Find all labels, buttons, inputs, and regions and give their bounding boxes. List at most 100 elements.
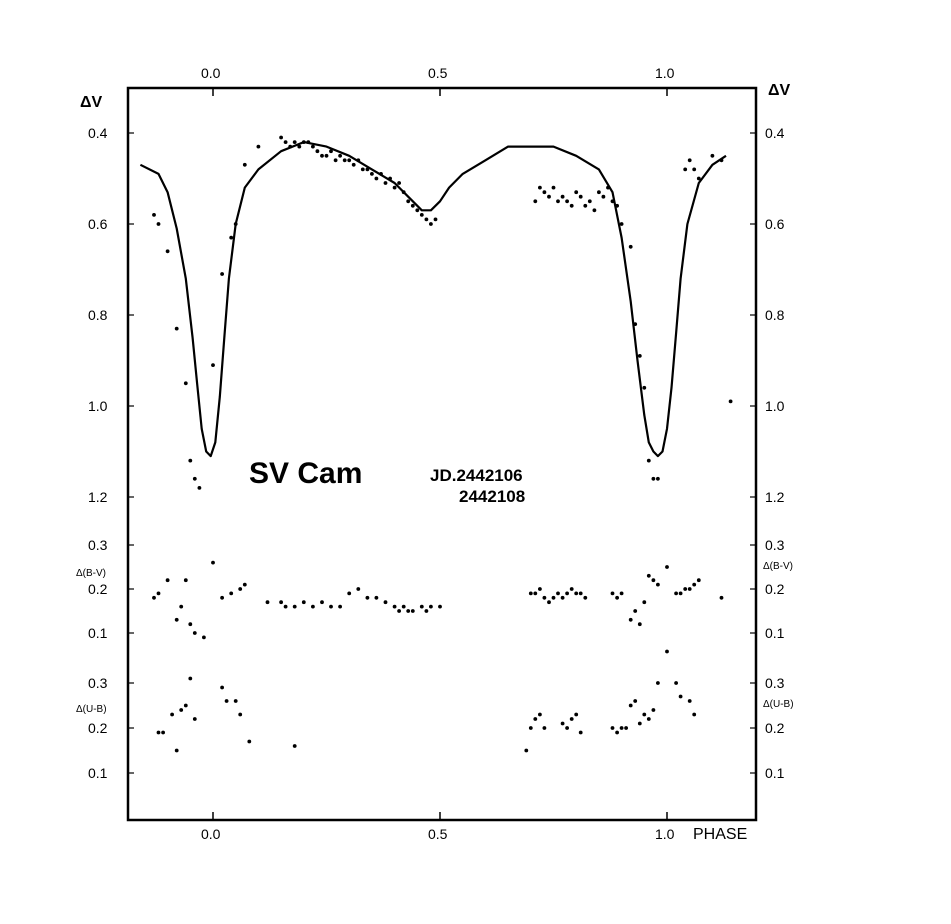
y-axis-label-dv-left: ΔV	[80, 94, 103, 111]
dv-point	[565, 199, 569, 204]
dv-point	[547, 194, 551, 199]
bv-point	[179, 604, 184, 609]
dv-point	[388, 176, 392, 181]
bv-point	[392, 604, 397, 609]
dv-point	[320, 153, 324, 158]
y-tick-label-right: 0.8	[765, 307, 785, 323]
dv-point	[315, 149, 320, 154]
y-tick-label-right: 0.6	[765, 216, 785, 232]
dv-point	[256, 144, 261, 149]
dv-point	[288, 144, 293, 149]
dv-point	[174, 326, 179, 331]
ub-point	[646, 717, 651, 721]
bv-point	[265, 600, 270, 605]
dv-point	[242, 162, 247, 167]
dv-point	[229, 235, 234, 240]
ub-point	[569, 717, 574, 721]
dv-point	[719, 158, 724, 163]
ub-point	[651, 708, 656, 712]
dv-point	[692, 167, 697, 172]
bv-point	[165, 578, 170, 583]
bv-point	[374, 595, 379, 600]
ub-point	[524, 748, 529, 753]
ub-point	[610, 726, 615, 730]
ub-point	[161, 730, 166, 735]
bv-point	[279, 600, 283, 605]
bv-point	[174, 617, 179, 622]
bv-point	[656, 582, 660, 587]
dv-point	[192, 476, 197, 481]
dv-point	[183, 381, 188, 386]
bv-point	[401, 604, 406, 609]
dv-point	[379, 172, 383, 176]
dv-point	[306, 140, 311, 145]
dv-point	[415, 208, 420, 213]
dv-point	[301, 140, 306, 145]
bv-point	[646, 573, 651, 578]
dv-point	[424, 217, 429, 222]
dv-point	[406, 199, 411, 204]
x-tick-label: 0.0	[201, 826, 221, 842]
dv-point	[633, 322, 638, 326]
dv-point	[556, 199, 560, 204]
ub-point	[692, 712, 697, 717]
dv-point	[197, 486, 202, 490]
y-tick-label-left: 0.8	[88, 307, 108, 323]
ub-point	[687, 699, 692, 703]
dv-point	[587, 199, 592, 204]
chart-title: SV Cam	[249, 457, 362, 490]
ub-point	[628, 703, 633, 708]
bv-point	[665, 565, 669, 569]
dv-point	[610, 199, 615, 204]
dv-point	[356, 158, 361, 163]
ub-point	[542, 726, 547, 730]
dv-point	[728, 399, 733, 404]
bv-point	[347, 591, 352, 596]
ub-point	[220, 685, 225, 690]
bv-point	[674, 591, 678, 596]
dv-point	[569, 203, 574, 208]
dv-point	[606, 185, 610, 190]
dv-point	[374, 176, 379, 181]
bv-point	[242, 582, 247, 587]
bv-point	[397, 609, 401, 613]
bv-point	[192, 631, 197, 635]
y-tick-label-left: 0.6	[88, 216, 108, 232]
bv-point	[696, 578, 701, 583]
dv-point	[188, 458, 193, 463]
dv-point	[646, 458, 651, 463]
bv-point	[651, 578, 656, 583]
dv-point	[324, 153, 329, 158]
dv-point	[533, 199, 538, 204]
dv-point	[656, 476, 660, 481]
x-axis-label: PHASE	[693, 826, 747, 843]
bv-point	[683, 587, 688, 591]
dv-point	[165, 249, 170, 254]
bv-point	[356, 587, 361, 591]
y-tick-label-right: 0.3	[765, 675, 785, 691]
ub-point	[578, 730, 583, 735]
ub-point	[188, 676, 193, 681]
bv-point	[560, 595, 565, 600]
bv-point	[183, 578, 188, 583]
dv-point	[392, 185, 397, 190]
ub-point	[174, 748, 179, 753]
bv-point	[365, 595, 370, 600]
ub-point	[615, 730, 619, 735]
bv-point	[583, 595, 588, 600]
bv-point	[678, 591, 683, 596]
dv-point	[401, 190, 406, 195]
bv-point	[615, 595, 619, 600]
dv-point	[279, 135, 283, 140]
top-x-tick-label: 1.0	[655, 65, 675, 81]
ub-point	[665, 649, 669, 654]
bv-point	[311, 604, 315, 609]
y-axis-label-ub-left: Δ(U-B)	[76, 704, 107, 715]
y-tick-label-right: 0.2	[765, 720, 785, 736]
dv-point	[592, 208, 597, 213]
dv-point	[283, 140, 288, 145]
y-tick-label-right: 0.4	[765, 125, 785, 141]
y-tick-label-left: 0.1	[88, 765, 108, 781]
dv-point	[360, 167, 365, 172]
